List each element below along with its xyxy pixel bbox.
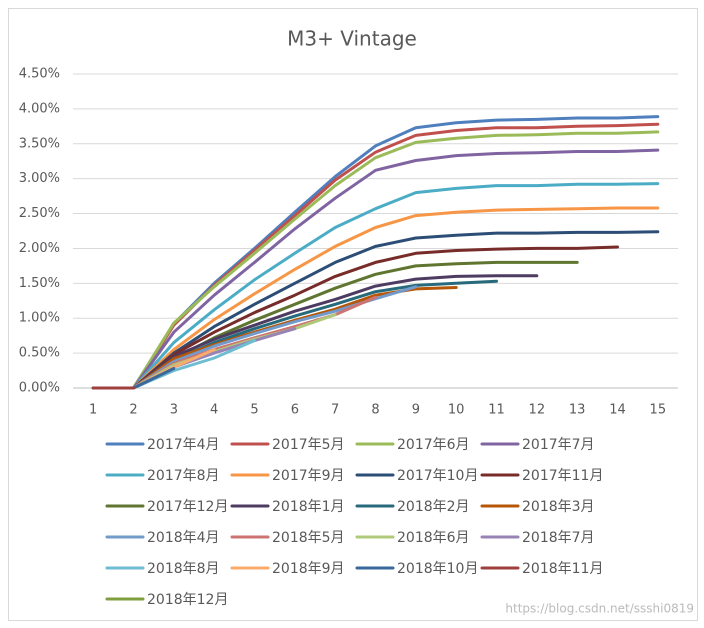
series-line bbox=[91, 206, 660, 390]
watermark: https://blog.csdn.net/ssshi0819 bbox=[505, 602, 694, 616]
x-tick-label: 15 bbox=[650, 403, 667, 418]
legend-label: 2018年3月 bbox=[522, 499, 595, 515]
x-tick-label: 5 bbox=[250, 403, 258, 418]
y-tick-label: 4.50% bbox=[19, 67, 60, 82]
y-tick-label: 0.50% bbox=[19, 346, 60, 361]
x-tick-label: 10 bbox=[448, 403, 465, 418]
x-tick-label: 14 bbox=[609, 403, 626, 418]
legend-label: 2017年6月 bbox=[397, 437, 470, 453]
y-tick-label: 3.00% bbox=[19, 171, 60, 186]
series-line bbox=[91, 130, 660, 390]
legend-label: 2018年12月 bbox=[147, 592, 228, 608]
x-tick-label: 11 bbox=[488, 403, 505, 418]
y-tick-label: 1.00% bbox=[19, 311, 60, 326]
x-tick-label: 8 bbox=[371, 403, 379, 418]
legend-label: 2018年10月 bbox=[397, 561, 478, 577]
y-tick-label: 4.00% bbox=[19, 101, 60, 116]
x-tick-label: 7 bbox=[331, 403, 339, 418]
y-tick-label: 2.50% bbox=[19, 206, 60, 221]
legend-label: 2017年11月 bbox=[522, 468, 603, 484]
chart-frame bbox=[8, 8, 698, 621]
legend-label: 2018年6月 bbox=[397, 530, 470, 546]
legend-label: 2018年9月 bbox=[272, 561, 345, 577]
series-line bbox=[91, 148, 660, 390]
legend-label: 2017年7月 bbox=[522, 437, 595, 453]
series-line bbox=[91, 182, 660, 390]
x-tick-label: 12 bbox=[529, 403, 546, 418]
x-tick-label: 6 bbox=[291, 403, 299, 418]
x-tick-label: 1 bbox=[89, 403, 97, 418]
legend-label: 2017年4月 bbox=[147, 437, 220, 453]
legend-label: 2018年8月 bbox=[147, 561, 220, 577]
x-tick-label: 9 bbox=[412, 403, 420, 418]
series-line bbox=[91, 245, 619, 390]
legend-label: 2018年11月 bbox=[522, 561, 603, 577]
legend-label: 2017年10月 bbox=[397, 468, 478, 484]
legend-label: 2017年12月 bbox=[147, 499, 228, 515]
legend-label: 2018年5月 bbox=[272, 530, 345, 546]
y-tick-label: 0.00% bbox=[19, 381, 60, 396]
legend-label: 2018年4月 bbox=[147, 530, 220, 546]
legend-label: 2018年1月 bbox=[272, 499, 345, 515]
x-tick-label: 3 bbox=[170, 403, 178, 418]
x-tick-label: 2 bbox=[129, 403, 137, 418]
legend-label: 2018年7月 bbox=[522, 530, 595, 546]
x-tick-label: 13 bbox=[569, 403, 586, 418]
y-tick-label: 1.50% bbox=[19, 276, 60, 291]
x-tick-label: 4 bbox=[210, 403, 218, 418]
legend-label: 2017年9月 bbox=[272, 468, 345, 484]
y-tick-label: 3.50% bbox=[19, 136, 60, 151]
y-tick-label: 2.00% bbox=[19, 241, 60, 256]
legend-label: 2017年5月 bbox=[272, 437, 345, 453]
series-line bbox=[91, 230, 660, 390]
chart-title: M3+ Vintage bbox=[287, 27, 417, 51]
legend-label: 2018年2月 bbox=[397, 499, 470, 515]
legend-label: 2017年8月 bbox=[147, 468, 220, 484]
